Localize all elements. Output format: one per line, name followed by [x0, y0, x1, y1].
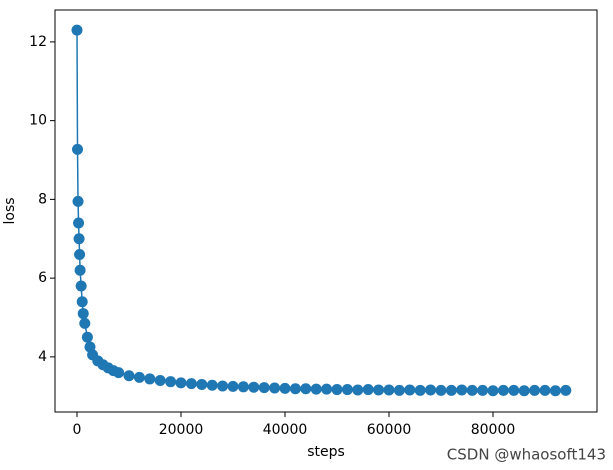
- marker: [289, 383, 301, 395]
- marker: [72, 195, 84, 207]
- watermark: CSDN @whaosoft143: [447, 446, 606, 464]
- marker: [508, 384, 520, 396]
- x-tick-label: 20000: [159, 422, 204, 438]
- marker: [549, 385, 561, 397]
- marker: [196, 378, 208, 390]
- marker: [466, 384, 478, 396]
- marker: [529, 384, 541, 396]
- marker: [123, 370, 135, 382]
- plot-frame: [54, 9, 598, 413]
- marker: [497, 384, 509, 396]
- y-axis-label: loss: [2, 197, 18, 224]
- x-tick-label: 40000: [263, 422, 308, 438]
- marker: [165, 376, 177, 388]
- marker: [352, 384, 364, 396]
- marker: [74, 264, 86, 276]
- marker: [113, 367, 125, 379]
- y-tick-label: 12: [29, 34, 47, 50]
- marker: [73, 233, 85, 245]
- marker: [258, 382, 270, 394]
- marker: [560, 384, 572, 396]
- marker: [279, 382, 291, 394]
- marker: [331, 384, 343, 396]
- marker: [133, 371, 145, 383]
- marker: [310, 383, 322, 395]
- marker: [445, 384, 457, 396]
- marker: [393, 384, 405, 396]
- y-tick-label: 4: [38, 349, 47, 365]
- marker: [237, 381, 249, 393]
- y-tick-label: 10: [29, 113, 47, 129]
- marker: [76, 296, 88, 308]
- marker: [404, 384, 416, 396]
- marker: [414, 384, 426, 396]
- marker: [185, 378, 197, 390]
- marker: [248, 381, 260, 393]
- marker: [321, 383, 333, 395]
- marker: [518, 385, 530, 397]
- marker: [154, 375, 166, 387]
- marker: [77, 308, 89, 320]
- marker: [227, 380, 239, 392]
- marker: [71, 24, 83, 36]
- marker: [425, 384, 437, 396]
- marker: [206, 379, 218, 391]
- marker: [75, 280, 87, 292]
- marker: [300, 383, 312, 395]
- x-tick-label: 0: [73, 422, 82, 438]
- marker: [477, 384, 489, 396]
- marker: [373, 384, 385, 396]
- marker: [74, 249, 86, 261]
- marker: [175, 377, 187, 389]
- x-axis-label: steps: [307, 444, 345, 460]
- marker: [79, 317, 91, 329]
- marker: [144, 373, 156, 385]
- marker: [341, 384, 353, 396]
- marker: [383, 384, 395, 396]
- y-tick-label: 6: [38, 270, 47, 286]
- x-tick-label: 80000: [471, 422, 516, 438]
- marker: [456, 384, 468, 396]
- y-tick-label: 8: [38, 191, 47, 207]
- line: [76, 30, 566, 392]
- marker: [269, 382, 281, 394]
- marker: [362, 384, 374, 396]
- marker: [73, 217, 85, 229]
- marker: [81, 331, 93, 343]
- marker: [539, 384, 551, 396]
- marker: [487, 385, 499, 397]
- marker: [435, 384, 447, 396]
- x-tick-label: 60000: [367, 422, 412, 438]
- marker: [72, 143, 84, 155]
- marker: [217, 380, 229, 392]
